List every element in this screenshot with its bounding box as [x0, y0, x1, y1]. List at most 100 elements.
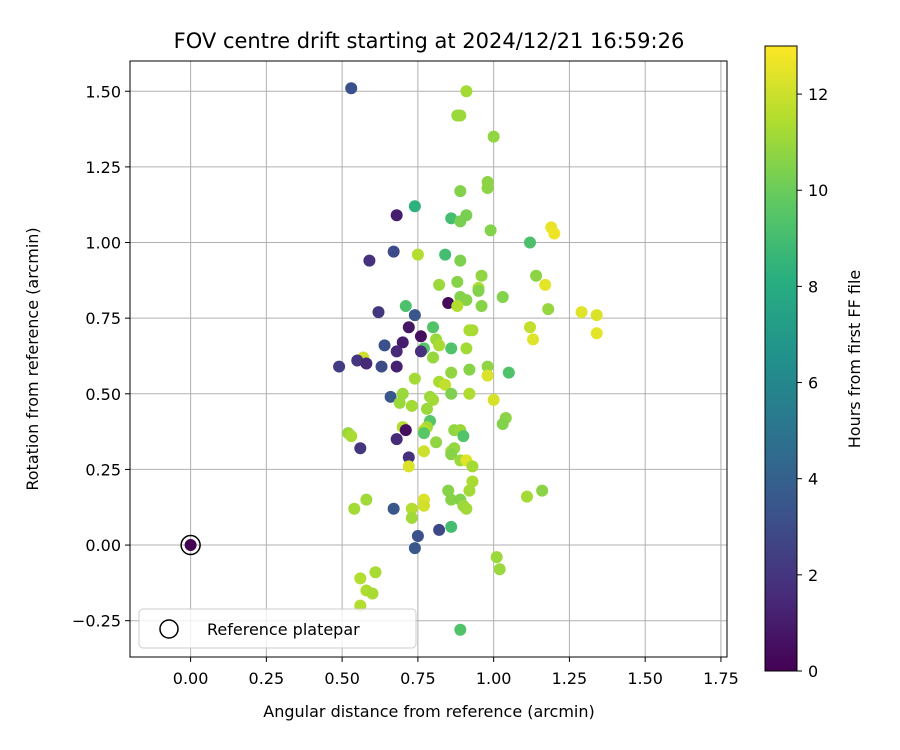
scatter-point: [430, 436, 443, 449]
colorbar-tick-label: 6: [808, 374, 818, 393]
scatter-point: [457, 430, 470, 443]
scatter-point: [402, 460, 415, 473]
scatter-point: [384, 390, 397, 403]
scatter-point: [548, 227, 561, 240]
scatter-point: [405, 511, 418, 524]
scatter-point: [472, 284, 485, 297]
scatter-point: [463, 363, 476, 376]
scatter-point: [427, 393, 440, 406]
scatter-point: [333, 360, 346, 373]
scatter-point: [360, 493, 373, 506]
scatter-point: [463, 387, 476, 400]
scatter-point: [408, 372, 421, 385]
reference-point-ring: [180, 534, 201, 556]
scatter-point: [405, 399, 418, 412]
x-tick-label: 0.50: [324, 669, 360, 688]
scatter-point: [487, 130, 500, 143]
scatter-point: [481, 182, 494, 195]
scatter-point: [393, 396, 406, 409]
scatter-point: [454, 185, 467, 198]
scatter-point: [408, 309, 421, 322]
scatter-point: [481, 360, 494, 373]
colorbar-ticks: 0 2 4 6 8 10 12: [797, 85, 828, 681]
scatter-point: [460, 85, 473, 98]
colorbar-tick-label: 10: [808, 181, 828, 200]
legend-marker: [159, 619, 179, 639]
scatter-point: [530, 269, 543, 282]
scatter-point: [390, 209, 403, 222]
scatter-point: [481, 369, 494, 382]
scatter-point: [454, 623, 467, 636]
scatter-point: [445, 366, 458, 379]
scatter-point: [387, 245, 400, 258]
x-tick-label: 0.25: [249, 669, 285, 688]
colorbar-gradient: [764, 45, 798, 672]
colorbar: 0 2 4 6 8 10 12 Hours from first FF file: [764, 45, 864, 681]
scatter-point: [433, 278, 446, 291]
scatter-point: [408, 542, 421, 555]
scatter-point: [414, 330, 427, 343]
scatter-point: [484, 224, 497, 237]
scatter-point: [405, 502, 418, 515]
scatter-point: [542, 303, 555, 316]
legend-box: [138, 608, 417, 649]
scatter-point: [378, 339, 391, 352]
y-tick-label: 1.50: [85, 82, 121, 101]
y-axis-title: Rotation from reference (arcmin): [23, 227, 42, 490]
colorbar-tick-label: 12: [808, 85, 828, 104]
y-tick-label: −0.25: [72, 612, 121, 631]
scatter-point: [399, 300, 412, 313]
scatter-point: [466, 460, 479, 473]
scatter-point: [496, 290, 509, 303]
scatter-point: [402, 451, 415, 464]
scatter-point: [466, 475, 479, 488]
scatter-point: [520, 490, 533, 503]
x-tick-label: 1.00: [476, 669, 512, 688]
y-tick-label: 0.25: [85, 460, 121, 479]
scatter-point: [354, 572, 367, 585]
scatter-point: [539, 278, 552, 291]
scatter-point: [427, 351, 440, 364]
scatter-point: [524, 321, 537, 334]
scatter-point: [451, 275, 464, 288]
scatter-point: [396, 336, 409, 349]
scatter-point: [360, 357, 373, 370]
colorbar-tick-label: 4: [808, 470, 818, 489]
scatter-point: [454, 215, 467, 228]
x-tick-label: 0.00: [173, 669, 209, 688]
scatter-point: [369, 566, 382, 579]
scatter-point: [475, 269, 488, 282]
scatter-point: [396, 387, 409, 400]
y-tick-label: 1.25: [85, 158, 121, 177]
x-axis-title: Angular distance from reference (arcmin): [263, 702, 594, 721]
scatter-point: [408, 200, 421, 213]
scatter-point: [390, 345, 403, 358]
scatter-point: [442, 484, 455, 497]
scatter-point: [445, 493, 458, 506]
scatter-point: [345, 430, 358, 443]
scatter-point: [466, 324, 479, 337]
x-tick-label: 0.75: [400, 669, 436, 688]
scatter-point: [445, 342, 458, 355]
scatter-point: [460, 502, 473, 515]
y-tick-label: 0.00: [85, 536, 121, 555]
legend: Reference platepar: [138, 608, 417, 649]
scatter-point: [451, 300, 464, 313]
scatter-point: [445, 212, 458, 225]
scatter-point: [527, 333, 540, 346]
scatter-point: [445, 387, 458, 400]
scatter-point: [575, 306, 588, 319]
scatter-point: [417, 445, 430, 458]
scatter-point: [345, 82, 358, 95]
scatter-point: [390, 360, 403, 373]
scatter-point: [460, 342, 473, 355]
scatter-point: [417, 499, 430, 512]
x-tick-label: 1.25: [552, 669, 588, 688]
colorbar-label: Hours from first FF file: [845, 270, 864, 449]
colorbar-tick-label: 0: [808, 662, 818, 681]
scatter-point: [372, 306, 385, 319]
scatter-point: [590, 309, 603, 322]
scatter-point: [490, 551, 503, 564]
scatter-point: [442, 297, 455, 310]
